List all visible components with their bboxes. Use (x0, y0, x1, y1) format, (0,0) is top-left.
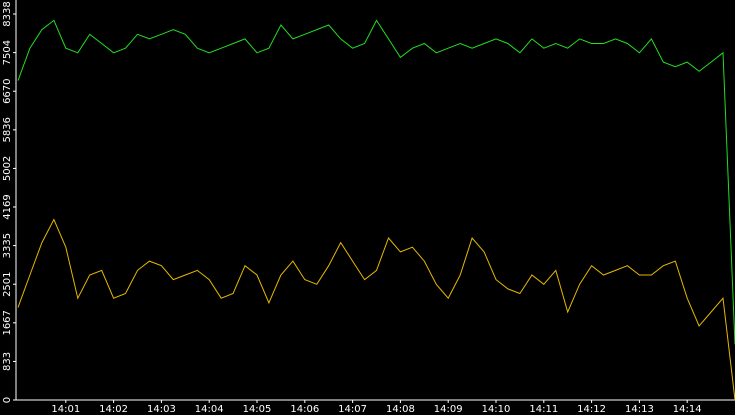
x-tick-label: 14:14 (673, 404, 702, 415)
y-tick-label: 3335 (2, 233, 13, 258)
y-tick-label: 0 (2, 397, 13, 403)
y-tick-label: 5836 (2, 117, 13, 142)
x-tick-label: 14:07 (338, 404, 367, 415)
x-tick-label: 14:06 (290, 404, 319, 415)
x-tick-label: 14:11 (529, 404, 558, 415)
x-tick-label: 14:12 (577, 404, 606, 415)
x-tick-label: 14:01 (51, 404, 80, 415)
x-tick-label: 14:04 (195, 404, 224, 415)
x-tick-label: 14:10 (482, 404, 511, 415)
y-tick-label: 1667 (2, 310, 13, 335)
x-tick-label: 14:05 (243, 404, 272, 415)
x-tick-label: 14:03 (147, 404, 176, 415)
y-tick-label: 8338 (2, 1, 13, 26)
y-tick-label: 833 (2, 352, 13, 371)
y-tick-label: 6670 (2, 78, 13, 103)
y-tick-label: 4169 (2, 194, 13, 219)
series-line (17, 218, 735, 401)
series-line (17, 19, 735, 345)
x-tick-label: 14:02 (99, 404, 128, 415)
x-tick-label: 14:09 (434, 404, 463, 415)
x-tick-label: 14:08 (386, 404, 415, 415)
y-tick-label: 2501 (2, 271, 13, 296)
y-tick-label: 7504 (2, 40, 13, 65)
y-tick-label: 5002 (2, 156, 13, 181)
x-tick-label: 14:13 (625, 404, 654, 415)
